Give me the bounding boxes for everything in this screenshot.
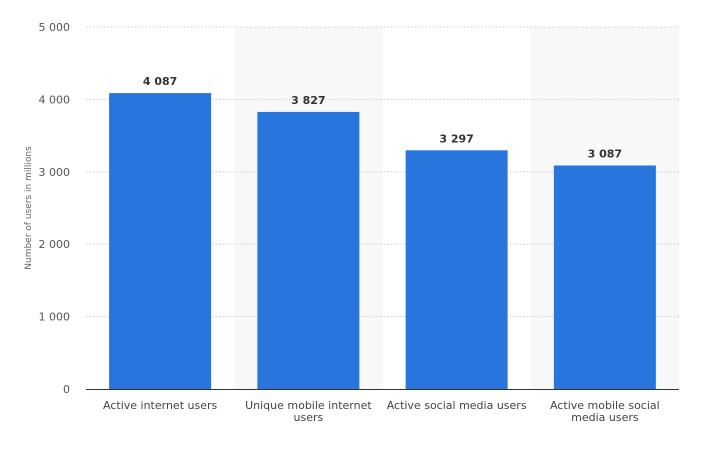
category-label: users <box>294 411 324 424</box>
y-tick-label: 0 <box>63 383 70 396</box>
data-label: 3 087 <box>588 148 622 161</box>
category-label: Unique mobile internet <box>245 399 372 412</box>
data-labels: 4 087 3 827 3 297 3 087 <box>143 75 622 160</box>
data-label: 3 827 <box>291 94 325 107</box>
y-axis-ticks: 0 1 000 2 000 3 000 4 000 5 000 <box>39 21 71 396</box>
category-label: media users <box>571 411 639 424</box>
y-tick-label: 5 000 <box>39 21 71 34</box>
category-label: Active mobile social <box>550 399 660 412</box>
bar <box>553 165 656 389</box>
data-label: 3 297 <box>439 132 473 145</box>
y-tick-label: 3 000 <box>39 166 71 179</box>
data-label: 4 087 <box>143 75 177 88</box>
y-tick-label: 1 000 <box>39 311 71 324</box>
bar <box>257 111 360 389</box>
y-tick-label: 4 000 <box>39 93 71 106</box>
bar <box>109 93 212 389</box>
category-labels: Active internet users Unique mobile inter… <box>103 399 660 424</box>
y-axis-title: Number of users in millions <box>24 146 34 270</box>
bar <box>405 150 508 389</box>
category-label: Active internet users <box>103 399 218 412</box>
bars <box>109 93 656 389</box>
category-label: Active social media users <box>387 399 527 412</box>
y-tick-label: 2 000 <box>39 238 71 251</box>
